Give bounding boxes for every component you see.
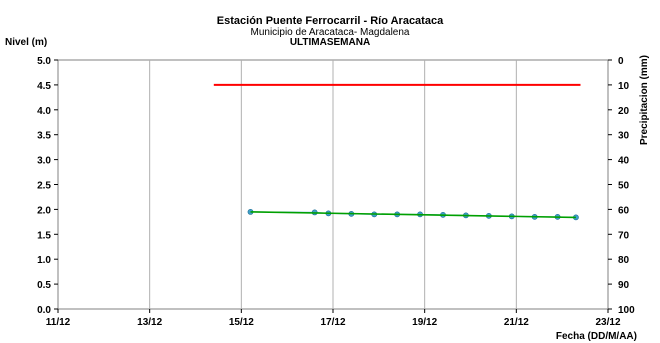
y2-tick-label: 10 <box>618 81 630 92</box>
x-tick-label: 23/12 <box>595 317 620 328</box>
x-tick-label: 17/12 <box>320 317 345 328</box>
x-tick-label: 15/12 <box>229 317 254 328</box>
y-ticks: 0.0 0.5 1.0 1.5 2.0 2.5 3.0 3.5 4.0 4.5 5.0 <box>37 56 58 316</box>
y-axis-label: Nivel (m) <box>5 37 47 48</box>
chart-subtitle: Municipio de Aracataca- Magdalena <box>251 27 410 38</box>
chart-title: Estación Puente Ferrocarril - Río Aracat… <box>217 15 444 27</box>
trend-line <box>250 211 576 219</box>
y2-tick-label: 90 <box>618 280 630 291</box>
y2-tick-label: 60 <box>618 205 630 216</box>
grid <box>149 60 517 309</box>
x-tick-label: 19/12 <box>412 317 437 328</box>
y2-tick-label: 30 <box>618 131 630 142</box>
y2-tick-label: 100 <box>618 305 635 316</box>
y-tick-label: 1.0 <box>37 255 51 266</box>
y-tick-label: 3.0 <box>37 156 51 167</box>
y-tick-label: 0.5 <box>37 280 51 291</box>
y-tick-label: 0.0 <box>37 305 51 316</box>
y2-tick-label: 0 <box>618 56 624 67</box>
y-tick-label: 4.0 <box>37 106 51 117</box>
x-axis-label: Fecha (DD/M/AA) <box>556 331 637 342</box>
y-tick-label: 2.5 <box>37 181 51 192</box>
y2-tick-label: 80 <box>618 255 630 266</box>
y-tick-label: 2.0 <box>37 205 51 216</box>
series <box>213 83 581 221</box>
x-tick-label: 13/12 <box>137 317 162 328</box>
y-tick-label: 3.5 <box>37 131 51 142</box>
y2-tick-label: 70 <box>618 230 630 241</box>
y2-tick-label: 20 <box>618 106 630 117</box>
y-tick-label: 1.5 <box>37 230 51 241</box>
y2-tick-label: 40 <box>618 156 630 167</box>
x-tick-label: 21/12 <box>504 317 529 328</box>
x-ticks: 11/12 13/12 15/12 17/12 19/12 21/12 23/12 <box>46 309 621 328</box>
y2-ticks: 0 10 20 30 40 50 60 70 80 90 100 <box>608 56 635 316</box>
y2-tick-label: 50 <box>618 181 630 192</box>
y2-axis-label: Precipitacion (mm) <box>639 55 650 145</box>
chart-subtitle-2: ULTIMASEMANA <box>290 37 370 48</box>
x-tick-label: 11/12 <box>46 317 71 328</box>
y-tick-label: 5.0 <box>37 56 51 67</box>
y-tick-label: 4.5 <box>37 81 51 92</box>
